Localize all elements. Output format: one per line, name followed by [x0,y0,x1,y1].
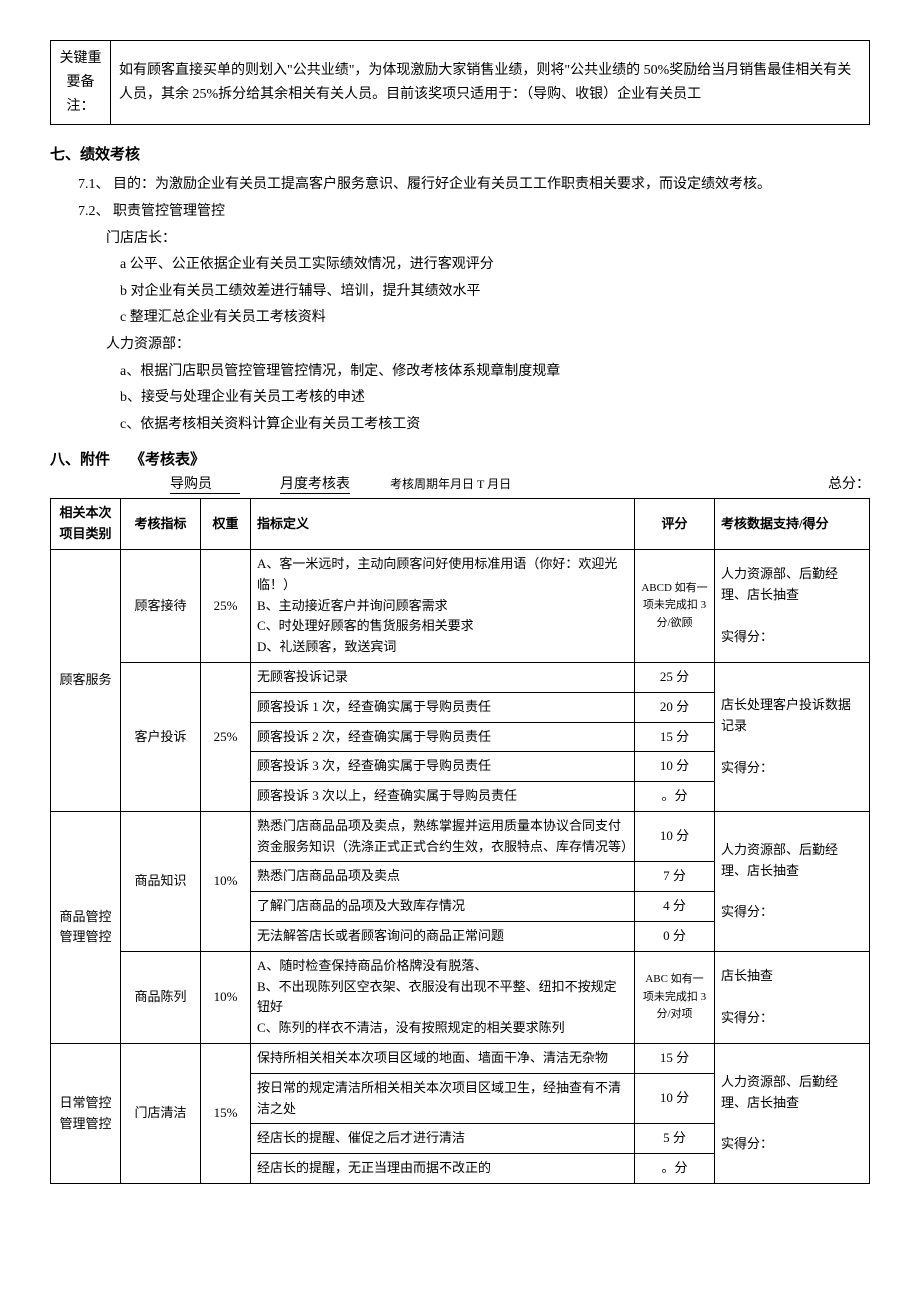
cat3-ind1-r3-sc: 。分 [635,1154,715,1184]
cat3-ind1-r2-sc: 5 分 [635,1124,715,1154]
cat3-ind1-r0-def: 保持所相关相关本次项目区域的地面、墙面干净、清洁无杂物 [251,1044,635,1074]
cat3-ind1-wt: 15% [201,1044,251,1184]
p72-b: 人力资源部： [106,332,870,359]
p71: 7.1、 目的：为激励企业有关员工提高客户服务意识、履行好企业有关员工工作职责相… [78,172,870,199]
cat2-ind2-wt: 10% [201,951,251,1043]
p72: 7.2、 职责管控管理管控 [78,199,870,226]
eval-period: 考核周期年月日 T 月日 [390,475,511,492]
cat1-ind1-def: A、客一米远时，主动向顾客问好使用标准用语（你好：欢迎光临！） B、主动接近客户… [251,549,635,662]
p72-b2: b、接受与处理企业有关员工考核的申述 [120,385,870,412]
cat1-ind1-wt: 25% [201,549,251,662]
p72-b3: c、依据考核相关资料计算企业有关员工考核工资 [120,412,870,439]
cat2-ind1-r3-sc: 0 分 [635,922,715,952]
cat3-ind1-r0-sc: 15 分 [635,1044,715,1074]
cat2-ind1-r1-def: 熟悉门店商品品项及卖点 [251,862,635,892]
table-row: 顾客服务 顾客接待 25% A、客一米远时，主动向顾客问好使用标准用语（你好：欢… [51,549,870,662]
cat3-ind1-r3-def: 经店长的提醒，无正当理由而据不改正的 [251,1154,635,1184]
table-row: 日常管控管理管控 门店清洁 15% 保持所相关相关本次项目区域的地面、墙面干净、… [51,1044,870,1074]
cat1-ind2-r1-def: 顾客投诉 1 次，经查确实属于导购员责任 [251,692,635,722]
cat2-ind2-def: A、随时检查保持商品价格牌没有脱落、 B、不出现陈列区空衣架、衣服没有出现不平整… [251,951,635,1043]
cat3-name: 日常管控管理管控 [51,1044,121,1184]
cat2-ind1-r1-sc: 7 分 [635,862,715,892]
eval-header-row: 相关本次项目类别 考核指标 权重 指标定义 评分 考核数据支持/得分 [51,499,870,550]
hdr-cat: 相关本次项目类别 [51,499,121,550]
p72-a: 门店店长： [106,226,870,253]
table-row: 商品陈列 10% A、随时检查保持商品价格牌没有脱落、 B、不出现陈列区空衣架、… [51,951,870,1043]
p72-a1: a 公平、公正依据企业有关员工实际绩效情况，进行客观评分 [120,252,870,279]
cat1-ind2-r3-sc: 10 分 [635,752,715,782]
cat2-ind1-r2-def: 了解门店商品的品项及大致库存情况 [251,892,635,922]
hdr-wt: 权重 [201,499,251,550]
section8-title-a: 八、附件 [50,448,110,469]
cat1-ind2-r1-sc: 20 分 [635,692,715,722]
eval-name: 月度考核表 [280,473,350,494]
cat1-name: 顾客服务 [51,549,121,811]
cat1-ind2-r0-def: 无顾客投诉记录 [251,662,635,692]
note-content: 如有顾客直接买单的则划入"公共业绩"，为体现激励大家销售业绩，则将"公共业绩的 … [111,41,870,125]
cat2-ind1-r2-sc: 4 分 [635,892,715,922]
eval-header-line: 导购员 月度考核表 考核周期年月日 T 月日 总分： [170,473,870,494]
cat1-ind2-sup: 店长处理客户投诉数据记录 实得分： [715,662,870,811]
cat1-ind2-r4-def: 顾客投诉 3 次以上，经查确实属于导购员责任 [251,782,635,812]
cat3-ind1-r1-def: 按日常的规定清洁所相关相关本次项目区域卫生，经抽查有不清洁之处 [251,1073,635,1124]
p72-a3: c 整理汇总企业有关员工考核资料 [120,305,870,332]
cat3-ind1-name: 门店清洁 [121,1044,201,1184]
cat3-ind1-sup: 人力资源部、后勤经理、店长抽查 实得分： [715,1044,870,1184]
cat1-ind2-r2-sc: 15 分 [635,722,715,752]
cat1-ind2-wt: 25% [201,662,251,811]
cat1-ind2-name: 客户投诉 [121,662,201,811]
hdr-sc: 评分 [635,499,715,550]
eval-total: 总分： [828,473,870,493]
cat1-ind1-name: 顾客接待 [121,549,201,662]
hdr-ind: 考核指标 [121,499,201,550]
cat1-ind1-sc: ABCD 如有一项未完成扣 3 分/欲顾 [635,549,715,662]
cat1-ind2-r4-sc: 。分 [635,782,715,812]
cat1-ind1-sup: 人力资源部、后勤经理、店长抽查 实得分： [715,549,870,662]
cat1-ind2-r0-sc: 25 分 [635,662,715,692]
cat1-ind2-r2-def: 顾客投诉 2 次，经查确实属于导购员责任 [251,722,635,752]
cat2-ind2-sc: ABC 如有一项未完成扣 3 分/对项 [635,951,715,1043]
table-row: 客户投诉 25% 无顾客投诉记录 25 分 店长处理客户投诉数据记录 实得分： [51,662,870,692]
key-note-table: 关键重要备注： 如有顾客直接买单的则划入"公共业绩"，为体现激励大家销售业绩，则… [50,40,870,125]
p72-b1: a、根据门店职员管控管理管控情况，制定、修改考核体系规章制度规章 [120,359,870,386]
note-label: 关键重要备注： [51,41,111,125]
eval-role: 导购员 [170,473,240,494]
cat2-ind1-name: 商品知识 [121,811,201,951]
cat2-ind1-r0-def: 熟悉门店商品品项及卖点，熟练掌握并运用质量本协议合同支付资金服务知识（洗涤正式正… [251,811,635,862]
hdr-sup: 考核数据支持/得分 [715,499,870,550]
section7-title: 七、绩效考核 [50,143,870,164]
cat2-ind1-r3-def: 无法解答店长或者顾客询问的商品正常问题 [251,922,635,952]
cat2-ind1-wt: 10% [201,811,251,951]
cat2-ind1-sup: 人力资源部、后勤经理、店长抽查 实得分： [715,811,870,951]
section8-title: 八、附件 《考核表》 [50,448,870,469]
section8-title-b: 《考核表》 [130,448,205,469]
cat1-ind2-r3-def: 顾客投诉 3 次，经查确实属于导购员责任 [251,752,635,782]
evaluation-table: 相关本次项目类别 考核指标 权重 指标定义 评分 考核数据支持/得分 顾客服务 … [50,498,870,1184]
cat2-ind1-r0-sc: 10 分 [635,811,715,862]
cat2-ind2-name: 商品陈列 [121,951,201,1043]
table-row: 商品管控管理管控 商品知识 10% 熟悉门店商品品项及卖点，熟练掌握并运用质量本… [51,811,870,862]
cat2-name: 商品管控管理管控 [51,811,121,1043]
cat2-ind2-sup: 店长抽查 实得分： [715,951,870,1043]
cat3-ind1-r1-sc: 10 分 [635,1073,715,1124]
p72-a2: b 对企业有关员工绩效差进行辅导、培训，提升其绩效水平 [120,279,870,306]
hdr-def: 指标定义 [251,499,635,550]
cat3-ind1-r2-def: 经店长的提醒、催促之后才进行清洁 [251,1124,635,1154]
